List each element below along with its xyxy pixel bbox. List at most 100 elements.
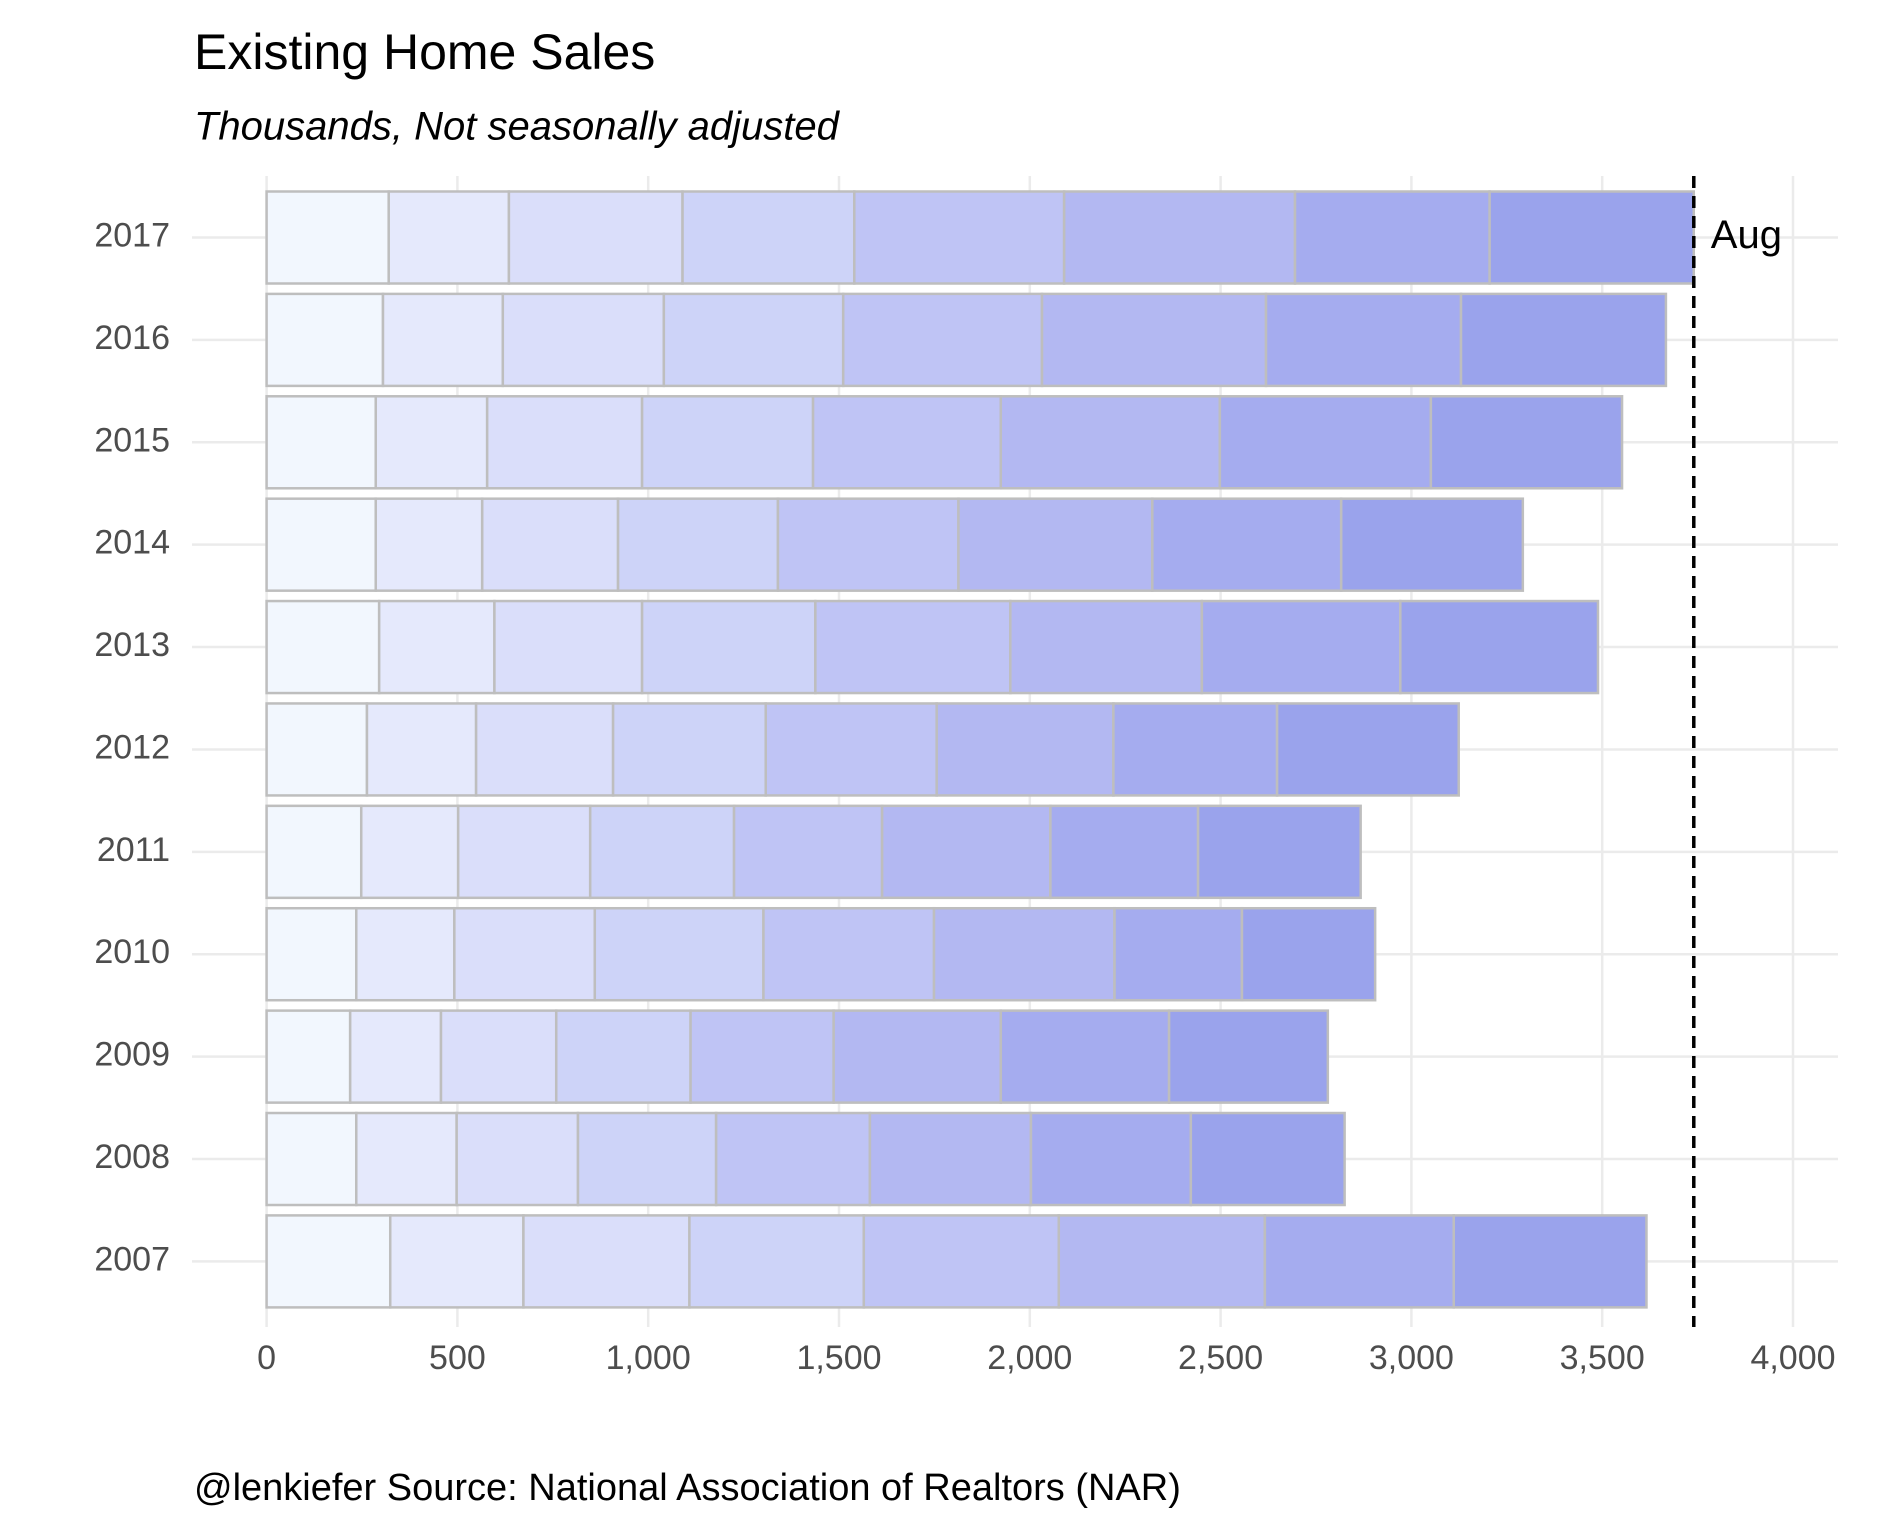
bar-segment <box>640 599 817 695</box>
bar-segment <box>588 804 736 900</box>
bar-segment <box>493 599 644 695</box>
bar-segment <box>265 497 377 592</box>
bar-segment <box>265 292 385 388</box>
bar-segment <box>776 497 960 592</box>
bar-segment <box>1293 190 1491 285</box>
bar-segment <box>862 1214 1061 1309</box>
bar-segment <box>355 906 456 1002</box>
bar-segment <box>1399 599 1600 695</box>
annotation-label: Aug <box>1711 213 1782 257</box>
bar-segment <box>1049 804 1200 900</box>
y-tick-label: 2016 <box>94 319 170 357</box>
bar-segment <box>265 190 390 285</box>
bar-segment <box>265 804 363 900</box>
bar-segment <box>265 906 358 1002</box>
bar-segment <box>932 906 1116 1002</box>
bar-segment <box>1057 1214 1267 1309</box>
bar-segment <box>868 1111 1033 1207</box>
chart-subtitle: Thousands, Not seasonally adjusted <box>194 105 841 149</box>
bar-segment <box>522 1214 691 1309</box>
bar-segment <box>1459 292 1668 388</box>
bar-segment <box>1113 906 1244 1002</box>
bar-segment <box>1488 190 1696 285</box>
bar-segment <box>1112 702 1279 797</box>
chart-title: Existing Home Sales <box>194 24 655 80</box>
bar-segment <box>453 906 597 1002</box>
x-tick-label: 2,500 <box>1178 1339 1263 1377</box>
x-tick-label: 3,500 <box>1560 1339 1645 1377</box>
bar-segment <box>841 292 1044 388</box>
bar-segment <box>359 804 460 900</box>
bar-segment <box>1200 599 1402 695</box>
bar-segment <box>1062 190 1297 285</box>
bar-segment <box>593 906 765 1002</box>
bar-segment <box>1339 497 1525 592</box>
bar-segment <box>957 497 1154 592</box>
y-tick-label: 2017 <box>94 216 170 254</box>
bar-segment <box>501 292 666 388</box>
bar-segment <box>1196 804 1362 900</box>
bar-segment <box>355 1111 458 1207</box>
bar-segment <box>1009 599 1204 695</box>
bar-segment <box>265 599 381 695</box>
bar-segment <box>811 395 1003 490</box>
bar-segment <box>456 804 592 900</box>
y-tick-label: 2008 <box>94 1138 170 1176</box>
bar-segment <box>1218 395 1433 490</box>
y-tick-label: 2013 <box>94 626 170 664</box>
bar-segment <box>1264 292 1463 388</box>
bar-segment <box>662 292 845 388</box>
bar-segment <box>999 395 1222 490</box>
bar-segment <box>714 1111 872 1207</box>
bar-segment <box>1040 292 1268 388</box>
bar-segment <box>1263 1214 1456 1309</box>
x-tick-label: 3,000 <box>1369 1339 1454 1377</box>
chart-caption: @lenkiefer Source: National Association … <box>194 1467 1181 1509</box>
bar-segment <box>1429 395 1624 490</box>
bar-segment <box>388 1214 525 1309</box>
bar-segment <box>265 702 369 797</box>
bar-segment <box>732 804 884 900</box>
y-tick-label: 2009 <box>94 1036 170 1074</box>
bar-segment <box>611 702 767 797</box>
x-tick-label: 4,000 <box>1750 1339 1835 1377</box>
bar-segment <box>485 395 644 490</box>
x-tick-label: 2,000 <box>987 1339 1072 1377</box>
bar-segment <box>1275 702 1460 797</box>
x-tick-label: 0 <box>257 1339 276 1377</box>
bar-segment <box>265 1214 392 1309</box>
x-tick-label: 500 <box>429 1339 486 1377</box>
bar-segment <box>377 599 496 695</box>
bar-segment <box>764 702 938 797</box>
bar-segment <box>1240 906 1377 1002</box>
bar-segment <box>480 497 620 592</box>
y-tick-label: 2015 <box>94 421 170 459</box>
x-tick-label: 1,000 <box>606 1339 691 1377</box>
bar-segment <box>681 190 856 285</box>
bar-segment <box>387 190 511 285</box>
bar-segment <box>935 702 1115 797</box>
bar-segment <box>832 1009 1003 1104</box>
bar-segment <box>853 190 1066 285</box>
bar-segment <box>1029 1111 1193 1207</box>
bar-segment <box>762 906 936 1002</box>
bar-segment <box>348 1009 443 1104</box>
bar-segment <box>689 1009 835 1104</box>
bar-segment <box>265 1009 352 1104</box>
bar-segment <box>265 1111 358 1207</box>
bar-segment <box>814 599 1012 695</box>
bar-segment <box>1167 1009 1330 1104</box>
y-tick-label: 2014 <box>94 524 170 562</box>
bar-segment <box>381 292 505 388</box>
bar-segment <box>455 1111 580 1207</box>
bar-segment <box>640 395 815 490</box>
bar-segment <box>265 395 377 490</box>
y-tick-label: 2007 <box>94 1240 170 1278</box>
y-tick-label: 2012 <box>94 728 170 766</box>
bar-segment <box>374 497 484 592</box>
bar-segment <box>554 1009 692 1104</box>
bar-segment <box>1151 497 1343 592</box>
bar-segment <box>880 804 1052 900</box>
y-tick-label: 2010 <box>94 933 170 971</box>
